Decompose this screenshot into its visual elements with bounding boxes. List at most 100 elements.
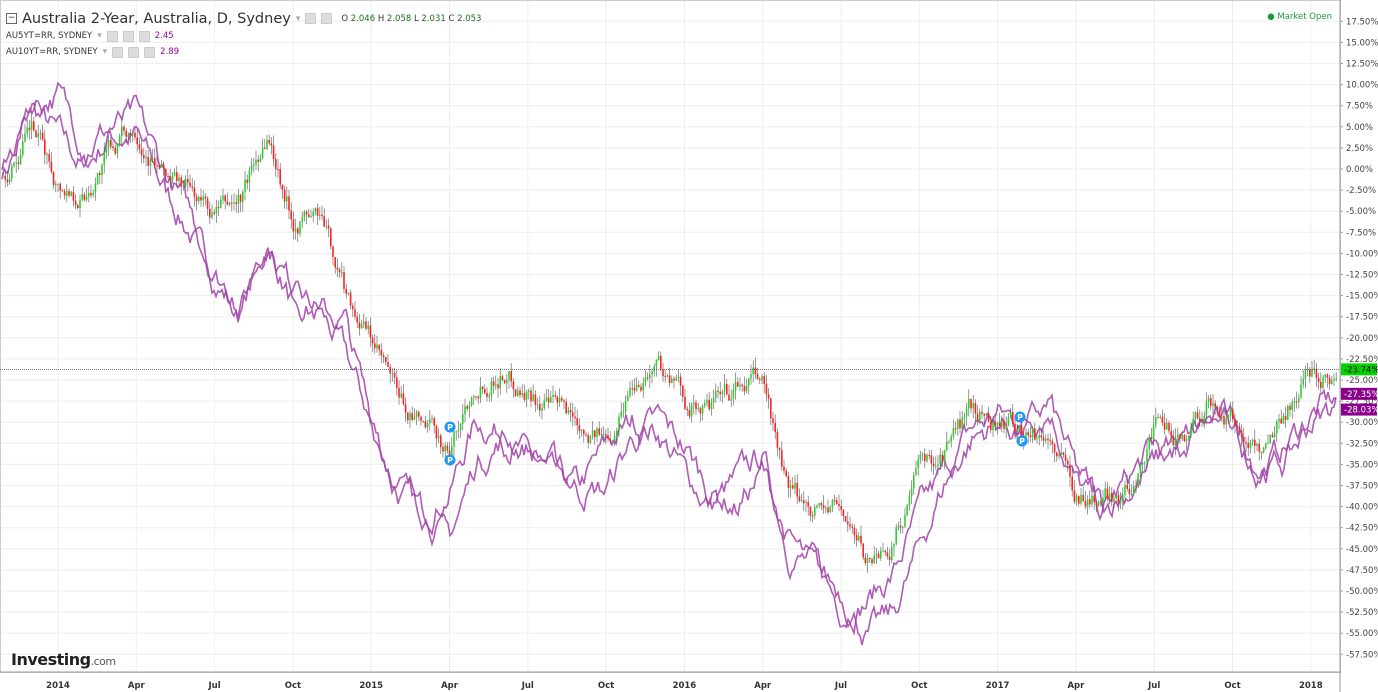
event-marker[interactable]: P [1014,411,1026,423]
candle [1128,480,1131,501]
close-icon[interactable] [144,46,156,58]
event-marker[interactable]: P [1016,435,1028,447]
candle [484,384,486,395]
series-name-au10y[interactable]: AU10YT=RR, SYDNEY [6,47,98,57]
candle [915,460,917,476]
y-tick-label: 12.50% [1346,60,1378,70]
series-name-au5y[interactable]: AU5YT=RR, SYDNEY [6,31,93,41]
chevron-down-icon[interactable]: ▾ [102,47,108,57]
gear-icon[interactable] [321,13,333,24]
chevron-down-icon[interactable]: ▾ [97,31,102,41]
candle [415,410,418,426]
candle [552,385,554,404]
candle [528,388,530,400]
y-tick-label: -55.00% [1346,629,1378,639]
candle [1102,490,1104,507]
candle [1040,427,1043,442]
candle [237,188,240,213]
candle [325,219,328,231]
candle [110,136,112,150]
open-label: O [341,13,349,24]
candle [376,335,378,353]
candle [396,370,398,396]
candle [1117,491,1120,512]
candle [739,377,741,392]
candle [855,528,858,547]
candle [693,394,695,414]
candle [11,163,13,183]
candle [684,388,686,410]
event-marker[interactable]: P [444,454,456,466]
y-tick-label: -25.00% [1346,376,1378,386]
candle [301,211,303,229]
candle [1309,367,1311,383]
last-value-label: -27.35% [1344,390,1378,400]
candle [629,381,631,399]
candle [664,370,666,383]
candle [184,175,187,188]
open-value: 2.046 [350,13,376,24]
candle [112,141,114,151]
candle [1075,493,1078,506]
event-marker[interactable]: P [444,421,456,433]
candle [332,246,334,266]
chevron-down-icon[interactable]: ▾ [295,13,301,24]
candle [303,210,306,222]
candle [514,388,517,397]
candle [1163,413,1166,435]
candle [811,511,814,523]
candle [134,126,136,141]
candle [1009,408,1012,419]
candle [587,432,589,449]
candle [371,335,374,352]
y-tick-label: -5.00% [1346,207,1376,217]
candle [776,428,779,457]
candle [90,184,92,199]
candle [63,188,66,200]
candle [1122,487,1124,510]
candle [653,363,655,377]
candle [1034,422,1036,441]
candle [101,163,103,184]
candle [114,145,116,156]
candle [941,450,944,467]
candle [1036,435,1038,444]
visibility-icon[interactable] [112,46,124,58]
visibility-icon[interactable] [305,13,317,24]
candle [805,499,807,513]
y-tick-label: -30.00% [1346,418,1378,428]
candle [35,129,37,138]
close-icon[interactable] [138,30,150,42]
gear-icon[interactable] [122,30,134,42]
collapse-icon[interactable]: − [6,13,17,24]
candle [1273,426,1276,439]
candle [220,195,222,209]
candle [431,414,433,423]
candle [787,471,790,498]
candle [1155,407,1157,429]
candle [118,133,121,147]
candle [400,386,402,399]
candle [1100,500,1102,507]
candle [917,454,919,476]
candle [704,399,706,409]
gear-icon[interactable] [128,46,140,58]
last-value-badge [1341,387,1377,400]
candle [910,480,913,505]
close-value: 2.053 [457,13,482,24]
candle [272,135,275,167]
legend-main-row: − Australia 2-Year, Australia, D, Sydney… [6,9,481,28]
candle [1258,439,1260,461]
candle [99,170,101,185]
candle [1245,437,1247,453]
main-series-title[interactable]: Australia 2-Year, Australia, D, Sydney [22,10,291,27]
candle [389,364,391,384]
x-tick-label: 2018 [1299,681,1323,691]
candle [349,289,352,310]
market-status: ● Market Open [1267,12,1332,22]
candle [81,187,83,202]
candle [411,406,413,422]
candle [1135,479,1137,494]
visibility-icon[interactable] [106,30,118,42]
